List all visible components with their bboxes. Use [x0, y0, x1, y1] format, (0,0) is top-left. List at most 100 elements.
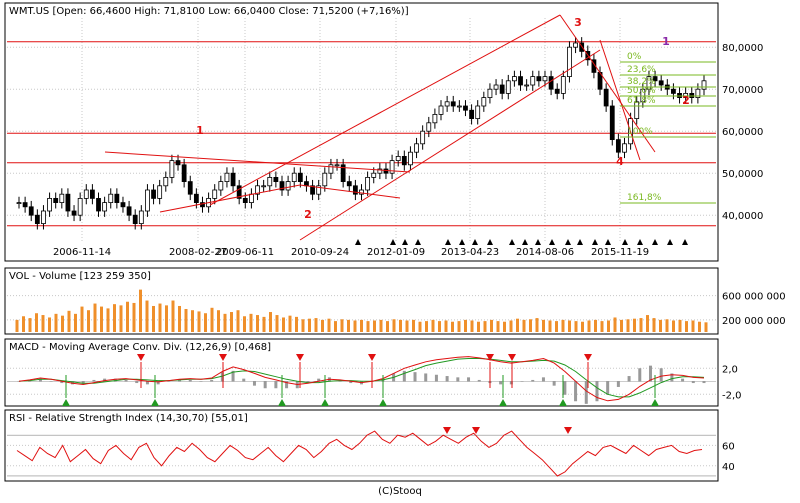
volume-bar	[15, 319, 19, 332]
volume-bar	[197, 311, 201, 332]
volume-bar	[35, 313, 38, 332]
macd-histogram-bar	[638, 368, 642, 382]
volume-bar	[217, 310, 220, 332]
volume-bar	[464, 319, 467, 332]
candle-body	[438, 105, 444, 115]
candle-body	[175, 160, 181, 166]
volume-bar	[698, 321, 701, 332]
volume-bar	[249, 313, 253, 332]
signal-marker-triangle	[509, 239, 515, 245]
rsi-overbought-marker	[564, 427, 572, 434]
volume-bar	[321, 319, 324, 332]
volume-bar	[691, 320, 695, 332]
candle-body	[408, 151, 413, 166]
volume-bar	[373, 320, 376, 332]
volume-bar	[620, 319, 623, 332]
volume-bar	[54, 313, 58, 332]
candle-body	[634, 101, 640, 120]
candle-body	[469, 109, 474, 119]
candle-body	[212, 189, 218, 199]
candle-body	[187, 181, 193, 195]
volume-bar	[243, 316, 246, 332]
signal-marker-triangle	[565, 239, 571, 245]
volume-bar	[41, 315, 45, 332]
signal-marker-triangle	[487, 239, 493, 245]
volume-bar	[295, 316, 298, 332]
volume-bar	[704, 322, 708, 332]
volume-bar	[314, 318, 318, 332]
macd-histogram-bar	[574, 381, 578, 402]
volume-bar	[425, 321, 428, 332]
volume-bar	[509, 320, 513, 332]
candle-body	[71, 210, 77, 216]
candle-body	[230, 172, 236, 187]
macd-histogram-bar	[220, 372, 224, 382]
candle-body	[420, 130, 426, 145]
candle-body	[53, 197, 59, 203]
volume-bar	[386, 321, 389, 332]
macd-histogram-bar	[242, 378, 246, 382]
fibonacci-level-label: 61,8%	[627, 96, 656, 106]
volume-bar	[347, 319, 350, 332]
trend-line	[559, 14, 656, 153]
candle-body	[16, 202, 22, 205]
price-ytick-label: 70,0000	[722, 85, 763, 96]
candle-body	[505, 80, 511, 94]
macd-histogram-bar	[167, 381, 171, 382]
candle-body	[22, 202, 28, 208]
candle-body	[328, 164, 334, 174]
macd-histogram-bar	[467, 377, 471, 382]
macd-panel: MACD - Moving Average Conv. Div. (12,26,…	[4, 338, 742, 407]
volume-bar	[100, 306, 103, 332]
macd-histogram-bar	[616, 381, 620, 387]
macd-sell-marker	[296, 354, 304, 361]
candle-body	[255, 185, 260, 195]
macd-histogram-bar	[509, 381, 513, 385]
candle-body	[615, 139, 621, 153]
volume-bar	[535, 318, 539, 332]
volume-bar	[334, 321, 337, 332]
candle-body	[554, 88, 560, 94]
candle-body	[89, 189, 95, 199]
macd-histogram-bar	[499, 381, 503, 385]
candle-body	[359, 189, 364, 195]
macd-buy-marker	[321, 399, 329, 406]
volume-bar	[685, 321, 688, 332]
macd-histogram-bar	[659, 368, 663, 382]
volume-bar	[210, 307, 214, 332]
volume-bar	[184, 309, 188, 332]
price-ytick-label: 80,0000	[722, 43, 763, 54]
candle-body	[310, 185, 315, 195]
elliott-wave-label: 2	[682, 94, 690, 107]
macd-sell-marker	[486, 354, 494, 361]
candle-body	[499, 84, 505, 94]
volume-ytick-label: 600 000 000	[722, 292, 786, 303]
volume-bar	[438, 321, 441, 332]
volume-bar	[568, 320, 571, 332]
candle-body	[28, 206, 34, 216]
signal-marker-triangle	[402, 239, 408, 245]
candle-body	[83, 189, 89, 199]
macd-histogram-bar	[434, 374, 438, 382]
candle-body	[157, 185, 163, 199]
candle-body	[579, 42, 585, 52]
volume-bar	[542, 319, 545, 332]
candle-body	[463, 105, 468, 111]
volume-bar	[80, 306, 84, 332]
price-xtick-label: 2012-01-09	[367, 247, 425, 258]
signal-marker-triangle	[522, 239, 528, 245]
candle-body	[102, 202, 108, 212]
signal-marker-triangle	[355, 239, 361, 245]
price-ytick-label: 40,0000	[722, 211, 763, 222]
signal-marker-triangle	[637, 239, 643, 245]
candle-body	[475, 105, 481, 119]
macd-ytick-label: -2,0	[722, 390, 742, 401]
macd-histogram-bar	[691, 381, 695, 384]
candle-body	[671, 88, 676, 94]
candle-body	[603, 88, 609, 107]
signal-marker-triangle	[652, 239, 658, 245]
macd-histogram-bar	[520, 381, 524, 382]
signal-marker-triangle	[622, 239, 628, 245]
candle-body	[41, 210, 46, 224]
signal-marker-triangle	[682, 239, 688, 245]
